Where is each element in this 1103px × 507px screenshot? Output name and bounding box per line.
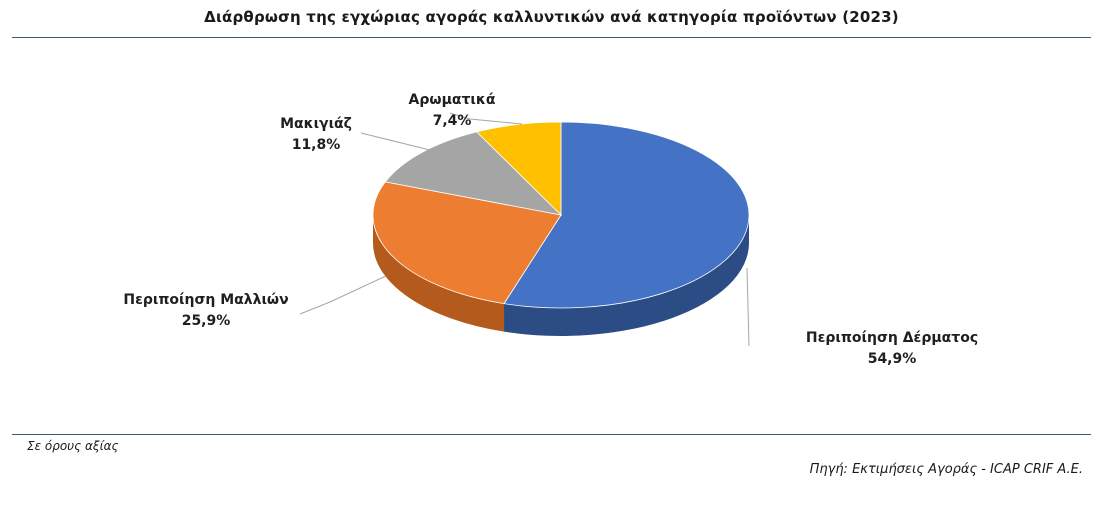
slice-top-0 bbox=[503, 121, 750, 309]
leader-lines bbox=[299, 112, 750, 347]
slice-top-2 bbox=[384, 131, 563, 216]
top-rule bbox=[12, 37, 1091, 38]
bottom-rule bbox=[12, 434, 1091, 435]
slice-side-1 bbox=[373, 215, 505, 332]
source-note: Πηγή: Εκτιμήσεις Αγοράς - ICAP CRIF A.E. bbox=[809, 462, 1083, 477]
slice-category-label: Αρωματικά bbox=[409, 92, 496, 108]
leader-line-1 bbox=[299, 275, 387, 315]
pie-side-layer bbox=[373, 215, 749, 336]
leader-line-2 bbox=[360, 132, 431, 151]
pie-top-layer bbox=[372, 121, 750, 309]
slice-top-1 bbox=[372, 181, 562, 305]
slice-value-label: 11,8% bbox=[292, 137, 341, 153]
leader-line-0 bbox=[746, 267, 750, 347]
slice-category-label: Περιποίηση Μαλλιών bbox=[123, 292, 288, 308]
slice-category-label: Μακιγιάζ bbox=[280, 116, 352, 132]
leader-line-3 bbox=[449, 112, 523, 125]
value-note: Σε όρους αξίας bbox=[27, 439, 119, 453]
slice-labels: Περιποίηση Δέρματος 54,9% Περιποίηση Μαλλι… bbox=[123, 92, 978, 367]
slice-value-label: 54,9% bbox=[868, 351, 917, 367]
slice-category-label: Περιποίηση Δέρματος bbox=[806, 330, 978, 346]
slice-value-label: 25,9% bbox=[182, 313, 231, 329]
slice-side-0 bbox=[504, 215, 749, 336]
pie-chart: Περιποίηση Δέρματος 54,9% Περιποίηση Μαλλι… bbox=[123, 92, 978, 367]
slice-value-label: 7,4% bbox=[433, 113, 472, 129]
slice-top-3 bbox=[475, 121, 562, 216]
chart-title: Διάρθρωση της εγχώριας αγοράς καλλυντικώ… bbox=[204, 8, 899, 26]
